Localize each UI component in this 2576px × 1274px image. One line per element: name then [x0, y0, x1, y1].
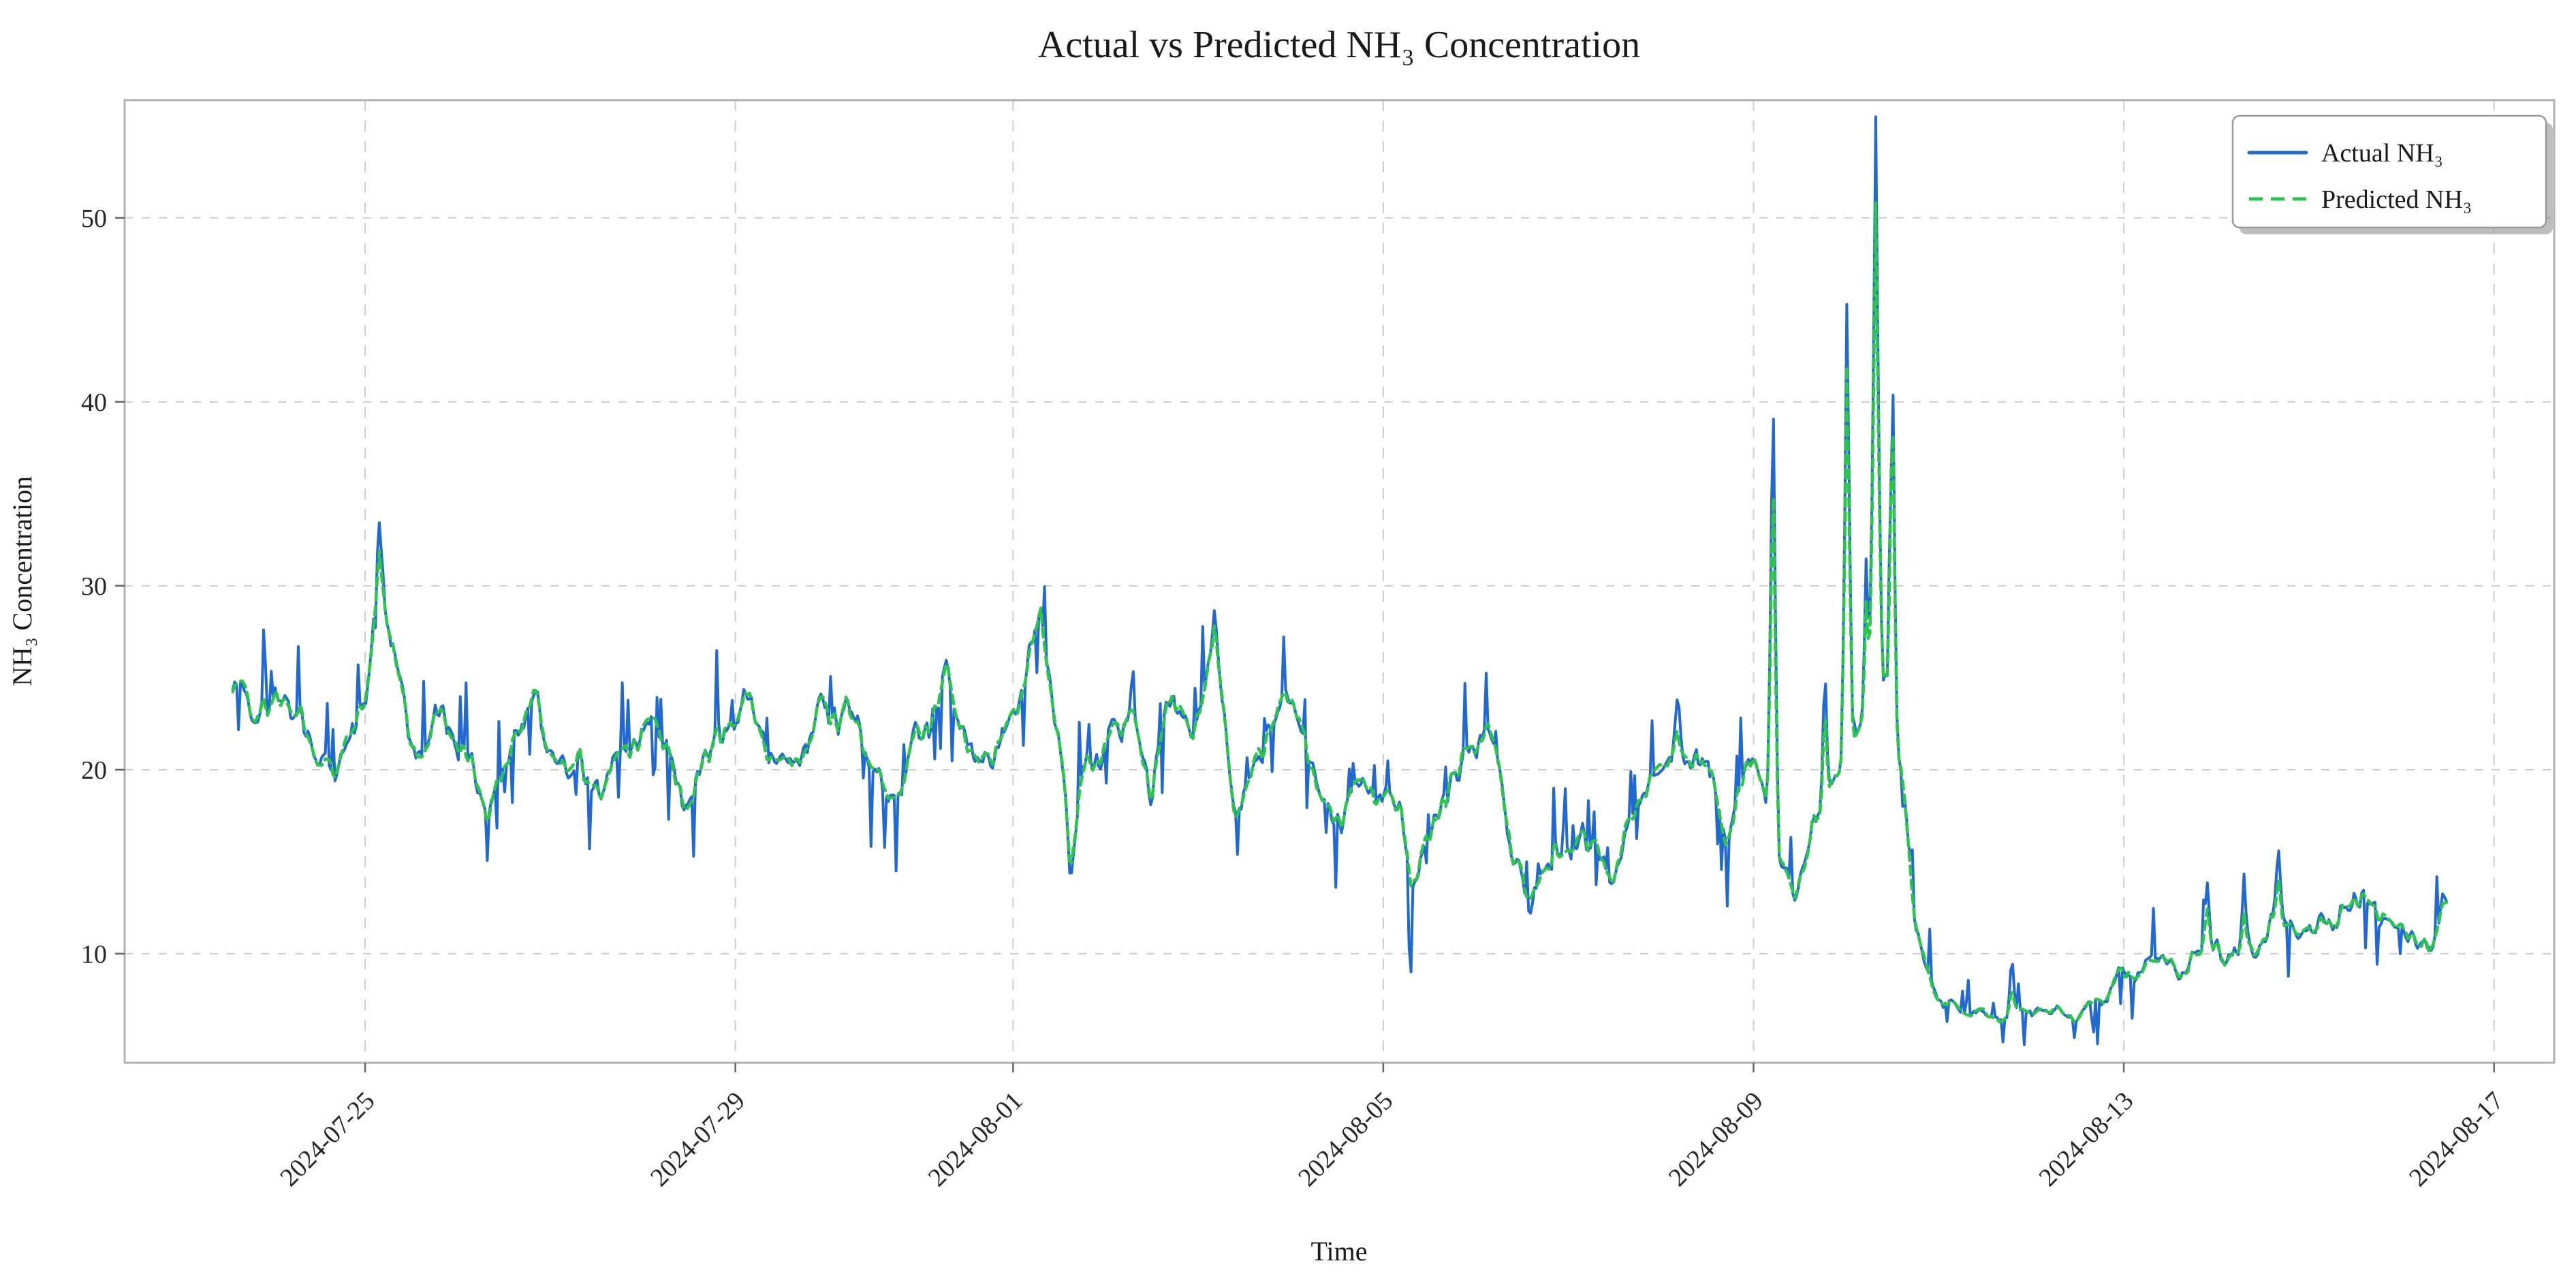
chart-title: Actual vs Predicted NH₃ Concentration	[1038, 24, 1640, 66]
x-axis-label: Time	[1310, 1236, 1367, 1267]
legend-box	[2231, 114, 2547, 229]
y-tick-label: 10	[81, 940, 107, 969]
y-tick-label: 20	[81, 756, 107, 785]
y-axis-label: NH₃ Concentration	[7, 476, 37, 686]
x-tick-label: 2024-08-09	[1663, 1087, 1769, 1192]
predicted-series-line	[231, 201, 2449, 1024]
legend-label-actual: Actual NH₃	[2321, 139, 2443, 168]
y-tick-label: 30	[81, 572, 107, 601]
x-tick-label: 2024-08-13	[2033, 1087, 2139, 1192]
series-layer	[231, 115, 2449, 1046]
y-tick-label: 40	[81, 388, 107, 417]
x-tick-label: 2024-08-01	[923, 1087, 1028, 1192]
plot-border	[123, 99, 2556, 1064]
tick-layer: 10 20 30 40 50 2024-07-25 2024-07-29 2024-08-01…	[81, 204, 2509, 1192]
y-tick-label: 50	[81, 204, 107, 233]
legend: Actual NH₃ Predicted NH₃	[2231, 114, 2553, 234]
x-tick-label: 2024-08-17	[2404, 1087, 2509, 1192]
x-tick-label: 2024-07-29	[645, 1087, 751, 1192]
legend-label-predicted: Predicted NH₃	[2321, 185, 2472, 214]
grid-layer	[125, 100, 2554, 1063]
x-tick-label: 2024-07-25	[274, 1087, 380, 1192]
actual-series-line	[231, 115, 2448, 1046]
x-tick-label: 2024-08-05	[1293, 1087, 1398, 1192]
